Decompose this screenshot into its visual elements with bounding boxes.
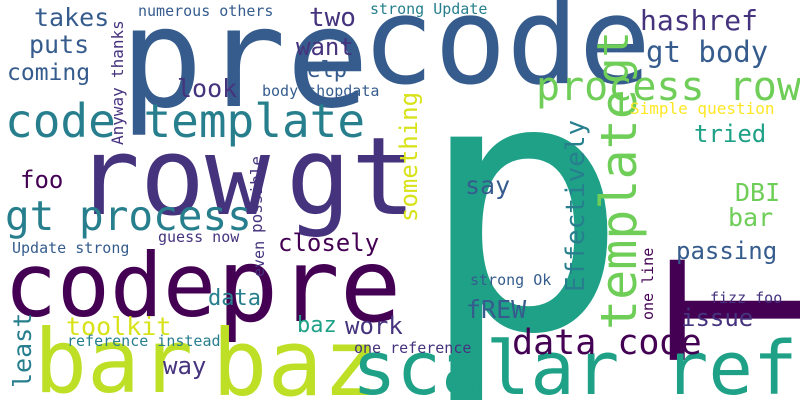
word-code: code bbox=[362, 0, 651, 112]
word-gt-body: gt body bbox=[646, 35, 769, 69]
word-look: look bbox=[177, 74, 238, 103]
word-takes: takes bbox=[34, 3, 110, 32]
word-anyway: Anyway bbox=[108, 87, 127, 145]
word-strong-ok: strong Ok bbox=[470, 271, 552, 289]
word-numerous-others: numerous others bbox=[138, 2, 274, 20]
word-process-row: process row bbox=[536, 64, 800, 110]
word-issue: issue bbox=[681, 304, 754, 332]
word-data-code: data code bbox=[512, 323, 702, 363]
word-even: even bbox=[250, 240, 268, 277]
word-foo: foo bbox=[20, 166, 64, 194]
word-dbi: DBI bbox=[735, 178, 781, 207]
word-way: way bbox=[163, 352, 207, 380]
word-closely: closely bbox=[278, 229, 380, 257]
word-passing: passing bbox=[676, 237, 778, 265]
word-toolkit: toolkit bbox=[66, 312, 172, 341]
word-one-reference: one reference bbox=[354, 339, 472, 357]
word-work: work bbox=[345, 312, 403, 340]
word-simple-question: Simple question bbox=[630, 99, 775, 118]
word-body-shopdata: body shopdata bbox=[262, 82, 380, 100]
word-gt: gt bbox=[286, 115, 417, 240]
word-p: p bbox=[418, 3, 629, 400]
word-effectively: Effectively bbox=[561, 119, 591, 292]
word-guess-now: guess now bbox=[158, 228, 240, 246]
word-code-template: code template bbox=[5, 94, 366, 148]
word-least: least bbox=[8, 312, 37, 388]
word-hashref: hashref bbox=[640, 4, 759, 37]
word-template-vertical: template bbox=[590, 89, 648, 330]
word-say: say bbox=[465, 171, 511, 200]
word-pre-2: pre bbox=[217, 227, 402, 346]
word-fizz-foo: fizz foo bbox=[710, 289, 783, 307]
word-gt-vertical: gt bbox=[588, 31, 639, 84]
word-pre: pre bbox=[120, 0, 370, 139]
word-code-2: code bbox=[4, 234, 216, 337]
word-bar: bar bbox=[34, 310, 193, 400]
word-help: help bbox=[294, 58, 347, 83]
word-want: want bbox=[296, 33, 354, 61]
word-gt-process: gt process bbox=[5, 192, 252, 240]
word-update-strong: Update strong bbox=[12, 239, 130, 257]
word-reference-instead: reference instead bbox=[67, 332, 221, 350]
word-baz-2: baz bbox=[297, 313, 337, 338]
word-row: row bbox=[75, 115, 271, 240]
word-one-line: one line bbox=[639, 247, 657, 320]
word-puts: puts bbox=[29, 30, 90, 59]
word-something: something bbox=[395, 91, 423, 222]
word-tried: tried bbox=[694, 120, 767, 148]
word-thanks: thanks bbox=[108, 20, 127, 78]
word-scalar-ref: scalar ref bbox=[352, 326, 798, 400]
word-data: data bbox=[208, 286, 261, 311]
word-frew: fREW bbox=[466, 295, 527, 324]
word-possible: possible bbox=[247, 155, 266, 233]
word-two: two bbox=[309, 3, 356, 33]
word-coming: coming bbox=[7, 60, 91, 86]
word-strong-update: strong Update bbox=[370, 0, 488, 18]
word-bar-2: bar bbox=[728, 203, 774, 232]
word-baz: baz bbox=[212, 310, 379, 400]
